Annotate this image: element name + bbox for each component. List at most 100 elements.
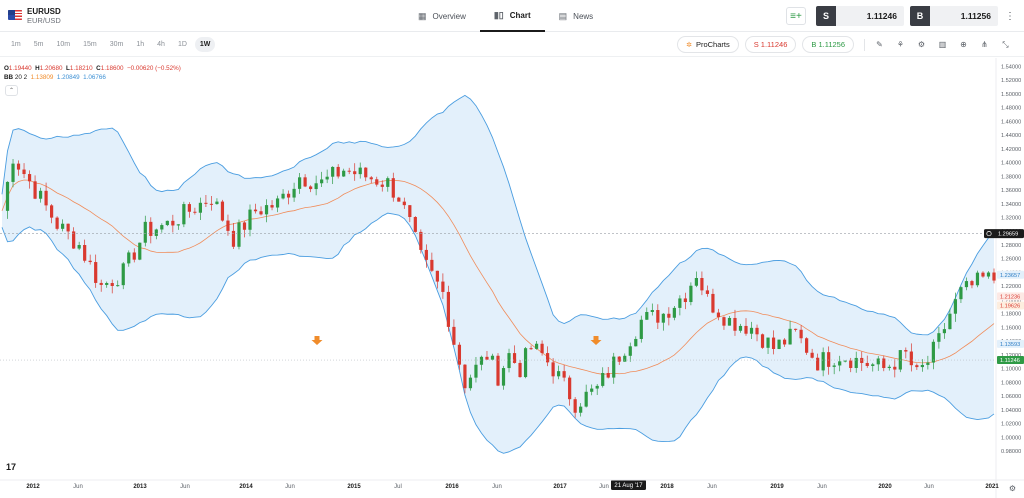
instrument-symbol: EURUSD [27,7,61,16]
candle-body [61,223,65,229]
candle-body [50,205,54,218]
add-alert-icon[interactable]: ⊕ [960,40,967,49]
buy-button[interactable]: B 1.11256 [910,6,998,26]
candle-body [264,205,269,215]
tab-chart[interactable]: ▮▯ Chart [479,0,545,32]
candle-body [441,281,445,292]
x-tick-label: 2019 [770,484,784,490]
price-tag-text: 1.23657 [1000,273,1020,279]
y-tick-label: 1.28000 [1001,243,1021,249]
candle-body [220,201,225,221]
eu-us-flag-icon [8,10,22,20]
x-axis: 2012 Jun 2013 Jun 2014 Jun 2015 Jul 2016 Jun 2017 J… [0,479,1024,490]
bb-fill [2,95,994,454]
candle-body [667,313,671,318]
candle-body [882,358,886,369]
candle-body [529,348,533,350]
list-add-icon: ≡+ [790,10,802,22]
candle-body [496,355,500,386]
timeframe-10m[interactable]: 10m [56,41,71,48]
candles-icon: ▮▯ [493,9,504,20]
candle-body [975,272,980,286]
event-arrow-marker [311,336,323,345]
candle-body [694,278,698,286]
chart-settings-gear-icon[interactable]: ⚙ [1008,484,1016,493]
candle-body [986,272,991,277]
candle-body [336,166,340,177]
candle-body [342,170,346,177]
candle-body [755,327,759,335]
share-icon[interactable]: ⋔ [981,40,988,49]
timeframe-30m[interactable]: 30m [109,41,124,48]
timeframe-4h[interactable]: 4h [157,41,165,48]
y-tick-label: 1.20000 [1001,298,1021,304]
tab-overview[interactable]: ▦ Overview [404,0,480,32]
watchlist-add-button[interactable]: ≡+ [786,7,806,25]
close-label: C [96,65,101,72]
candle-body [865,362,869,366]
candle-body [237,222,241,247]
candle-body [270,205,274,208]
candle-body [38,190,43,199]
candle-body [127,252,131,264]
candle-body [314,183,318,190]
candle-body [286,193,291,198]
candle-body [116,285,120,287]
candle-body [959,287,963,300]
candle-body [782,339,787,345]
draw-pencil-icon[interactable]: ✎ [876,40,883,49]
timeframe-1w[interactable]: 1W [194,37,216,52]
instrument-header[interactable]: EURUSD EUR/USD [8,7,61,25]
sell-pill-button[interactable]: S 1.11246 [744,36,797,53]
sell-button[interactable]: S 1.11246 [816,6,904,26]
x-tick-label: 2013 [133,484,147,490]
candle-body [485,356,489,360]
settings-gear-icon[interactable]: ⚙ [917,40,926,49]
candle-body [419,231,423,250]
candle-body [94,262,98,283]
prochart-label: ProCharts [695,40,730,49]
candle-body [160,225,164,230]
candle-body [132,252,136,260]
timeframe-1d[interactable]: 1D [177,41,187,48]
y-tick-label: 1.10000 [1001,367,1021,373]
x-tick-label: 2021 [985,484,999,490]
candle-body [99,282,103,285]
timeframe-1m[interactable]: 1m [11,41,21,48]
candle-body [259,211,263,215]
indicators-icon[interactable]: ⚘ [896,40,905,49]
fullscreen-icon[interactable]: ⤡ [1002,39,1009,49]
trade-controls: ≡+ S 1.11246 B 1.11256 ⋮ [786,6,1016,26]
close-value: 1.18600 [100,65,124,72]
candle-body [369,177,373,180]
price-chart[interactable]: 1.54000 1.52000 1.50000 1.48000 1.46000 1.440… [0,58,1024,498]
low-value: 1.18210 [69,65,93,72]
x-tick-label: Jun [285,484,295,490]
x-tick-label: 2020 [878,484,892,490]
crosshair-date-text: 21 Aug '17 [614,483,643,489]
y-axis: 1.54000 1.52000 1.50000 1.48000 1.46000 1.440… [995,58,1021,498]
x-tick-label: 2016 [445,484,459,490]
price-tag-text: 1.11246 [1000,358,1020,364]
buy-pill-button[interactable]: B 1.11256 [802,36,854,53]
timeframe-1h[interactable]: 1h [136,41,145,48]
bollinger-bands [1,94,995,454]
candle-body [380,184,384,187]
candle-body [231,230,236,247]
candle-body [187,204,191,212]
legend-collapse-button[interactable]: ⌃ [5,85,18,96]
timeframe-15m[interactable]: 15m [83,41,97,48]
chart-type-icon[interactable]: ▥ [938,40,947,49]
candle-body [490,355,495,360]
prochart-button[interactable]: ✲ ProCharts [677,36,739,53]
candle-body [689,285,693,303]
candle-body [722,317,726,326]
x-tick-label: Jul [394,484,402,490]
tab-news[interactable]: ▤ News [545,0,608,32]
candle-body [816,357,820,371]
more-menu-icon[interactable]: ⋮ [1005,10,1015,22]
candle-body [424,249,428,260]
candle-body [650,310,654,312]
y-tick-label: 1.34000 [1001,202,1021,208]
timeframe-5m[interactable]: 5m [33,41,44,48]
